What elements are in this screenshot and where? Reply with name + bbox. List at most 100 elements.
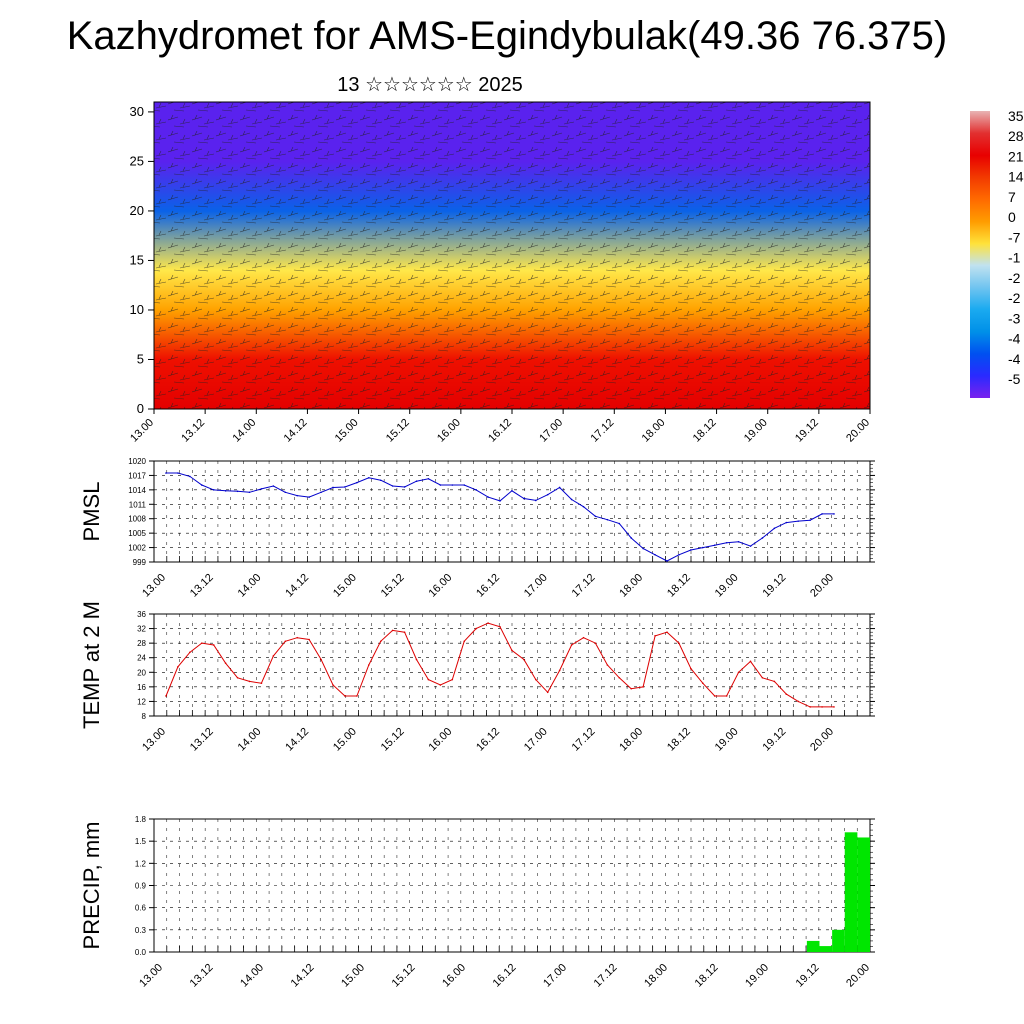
x-tick-label: 18.12 <box>693 962 721 990</box>
pmsl-point <box>606 518 609 521</box>
pmsl-point <box>177 472 179 474</box>
temp-point <box>379 640 382 643</box>
temp-point <box>177 666 179 668</box>
pmsl-point <box>582 505 585 508</box>
y-tick-label: 1014 <box>128 486 146 495</box>
x-tick-label: 14.00 <box>230 417 258 445</box>
colorbar: 35 28 21 14 7 0 -7 -1 -2 -2 -3 -4 -4 -5 <box>970 108 1024 398</box>
pmsl-point <box>511 490 513 492</box>
colorbar-label: 21 <box>1008 148 1024 164</box>
pmsl-point <box>594 515 597 518</box>
pmsl-point <box>749 545 752 547</box>
pmsl-point <box>260 488 263 490</box>
y-tick-label: 1.5 <box>135 837 147 846</box>
temp-point <box>200 642 203 644</box>
pmsl-point <box>403 486 406 488</box>
temp-point <box>487 622 489 624</box>
x-tick-label: 14.12 <box>289 962 317 990</box>
temp-point <box>451 678 454 681</box>
x-tick-label: 20.00 <box>844 417 872 445</box>
pmsl-point <box>379 479 382 482</box>
pmsl-point <box>534 499 537 502</box>
x-tick-label: 15.00 <box>331 726 359 754</box>
cross-section-panel: 0 5 10 15 20 25 30 13.00 13.12 14.00 14.12 15.00 15.… <box>128 101 872 445</box>
precip-panel: 0.0 0.3 0.6 0.9 1.2 1.5 1.8 13.00 13.12 14.00 14.1… <box>79 815 875 990</box>
x-tick-label: 17.00 <box>522 572 550 600</box>
pmsl-point <box>475 489 477 491</box>
colorbar-label: -4 <box>1008 351 1021 367</box>
temp-point <box>344 695 346 697</box>
x-tick-label: 13.12 <box>188 962 216 990</box>
x-tick-label: 14.00 <box>236 572 264 600</box>
colorbar-label: -1 <box>1008 250 1021 266</box>
pmsl-point <box>439 484 442 486</box>
temp-point <box>260 682 263 685</box>
x-tick-label: 20.00 <box>808 726 836 754</box>
pmsl-point <box>236 490 239 493</box>
colorbar-label: 14 <box>1008 169 1024 185</box>
pmsl-point <box>654 553 656 556</box>
x-tick-label: 19.12 <box>760 726 788 754</box>
x-tick-label: 20.00 <box>844 962 872 990</box>
x-tick-label: 17.12 <box>592 962 620 990</box>
x-tick-label: 13.00 <box>137 962 165 990</box>
pmsl-point <box>189 475 191 478</box>
y-tick-label: 30 <box>130 104 144 119</box>
x-tick-label: 19.00 <box>713 572 741 600</box>
temp-point <box>463 640 466 643</box>
pmsl-point <box>690 549 692 551</box>
pmsl-point <box>737 541 740 543</box>
pmsl-point <box>284 491 287 494</box>
x-tick-label: 18.00 <box>642 962 670 990</box>
temp-point <box>582 636 585 639</box>
pmsl-point <box>427 477 430 480</box>
colorbar-label: -2 <box>1008 270 1021 286</box>
temp-point <box>749 660 752 663</box>
colorbar-label: 0 <box>1008 209 1016 225</box>
y-tick-label: 0 <box>137 401 144 416</box>
pmsl-point <box>344 486 346 488</box>
temp-point <box>713 695 716 697</box>
temp-point <box>356 695 358 697</box>
pmsl-point <box>797 520 800 522</box>
y-tick-label: 0.9 <box>135 882 147 891</box>
x-tick-label: 13.00 <box>128 417 156 445</box>
pmsl-point <box>367 477 370 479</box>
x-tick-label: 13.12 <box>188 726 216 754</box>
chart-title: Kazhydromet for AMS-Egindybulak(49.36 76… <box>66 14 948 58</box>
temp-point <box>403 631 406 634</box>
pmsl-point <box>308 496 310 498</box>
temp-point <box>511 649 513 652</box>
chart-subtitle: 13 ☆☆☆☆☆☆ 2025 <box>337 74 523 96</box>
y-tick-label: 28 <box>137 639 146 648</box>
temp-point <box>546 691 549 694</box>
colorbar-label: -7 <box>1008 229 1021 245</box>
temp-point <box>248 680 251 683</box>
temp-point <box>618 676 621 679</box>
x-tick-label: 14.00 <box>236 726 264 754</box>
temp-point <box>642 686 644 688</box>
pmsl-point <box>523 497 525 500</box>
x-tick-label: 18.12 <box>665 726 693 754</box>
y-tick-label: 0.6 <box>135 904 147 913</box>
pmsl-panel: 999 1002 1005 1008 1011 1014 1017 1020 13.00 13.1… <box>79 457 875 600</box>
y-axis-title: PMSL <box>79 482 104 542</box>
y-tick-label: 25 <box>130 153 144 168</box>
temp-point <box>690 667 692 670</box>
temp-point <box>499 625 501 628</box>
x-tick-label: 15.12 <box>390 962 418 990</box>
temp-point <box>475 627 477 630</box>
colorbar-label: 7 <box>1008 189 1016 205</box>
x-tick-label: 18.00 <box>617 572 645 600</box>
colorbar-label: 28 <box>1008 128 1024 144</box>
y-tick-label: 20 <box>130 203 144 218</box>
pmsl-point <box>212 489 215 491</box>
y-tick-label: 0.0 <box>135 948 147 957</box>
wind-barbs <box>154 102 870 409</box>
x-tick-label: 16.00 <box>435 417 463 445</box>
colorbar-label: -4 <box>1008 331 1021 347</box>
temp-point <box>833 706 835 708</box>
temp-point <box>439 684 442 686</box>
x-tick-label: 19.00 <box>743 962 771 990</box>
temp-point <box>678 642 680 644</box>
